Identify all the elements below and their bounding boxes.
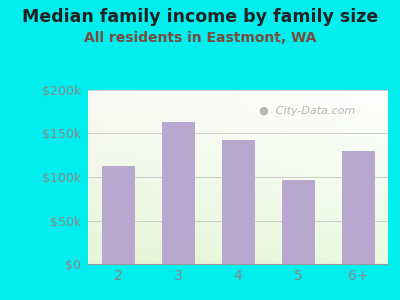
- Bar: [102, 166, 134, 264]
- Text: Median family income by family size: Median family income by family size: [22, 8, 378, 26]
- Text: ●  City-Data.com: ● City-Data.com: [259, 106, 355, 116]
- Bar: [342, 151, 374, 264]
- Text: All residents in Eastmont, WA: All residents in Eastmont, WA: [84, 32, 316, 46]
- Bar: [282, 180, 314, 264]
- Bar: [162, 122, 194, 264]
- Bar: [222, 140, 254, 264]
